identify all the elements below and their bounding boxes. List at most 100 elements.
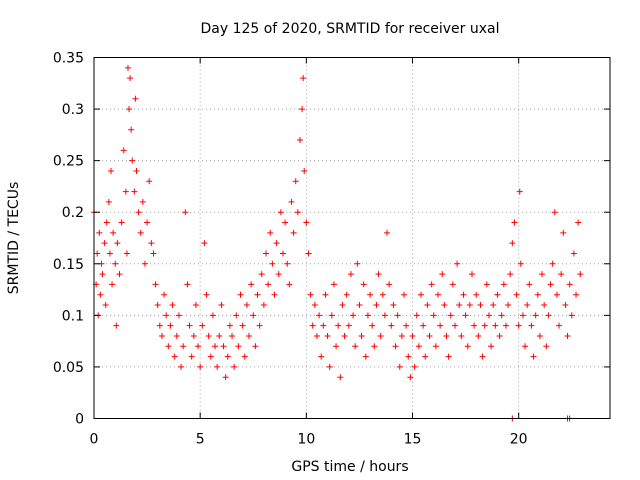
data-point	[577, 271, 584, 278]
data-point	[113, 322, 120, 329]
data-point	[390, 302, 397, 309]
data-point	[509, 240, 516, 247]
data-point	[284, 260, 291, 267]
data-point	[475, 332, 482, 339]
data-point	[273, 240, 280, 247]
y-axis-label: SRMTID / TECUs	[6, 182, 22, 295]
data-point	[112, 260, 119, 267]
data-point	[483, 281, 490, 288]
data-point	[110, 229, 117, 236]
data-point	[99, 271, 106, 278]
data-point	[313, 332, 320, 339]
data-point	[326, 363, 333, 370]
data-point	[239, 322, 246, 329]
data-point	[428, 281, 435, 288]
data-point	[524, 302, 531, 309]
data-point	[551, 209, 558, 216]
data-point	[137, 229, 144, 236]
data-point	[528, 322, 535, 329]
y-tick-label: 0.2	[62, 205, 84, 221]
data-point	[165, 343, 172, 350]
data-point	[282, 219, 289, 226]
data-point	[173, 332, 180, 339]
data-point	[373, 302, 380, 309]
x-tick-label: 20	[510, 432, 528, 448]
data-point	[122, 188, 129, 195]
data-point	[481, 322, 488, 329]
data-point	[199, 322, 206, 329]
data-point	[398, 332, 405, 339]
data-point	[458, 332, 465, 339]
data-point	[409, 332, 416, 339]
data-point	[496, 332, 503, 339]
data-point	[498, 312, 505, 319]
data-point	[241, 353, 248, 360]
plot-frame	[93, 57, 611, 419]
data-point	[403, 322, 410, 329]
data-point	[488, 343, 495, 350]
data-point	[97, 291, 104, 298]
data-points	[91, 64, 584, 422]
data-point	[309, 322, 316, 329]
data-point	[502, 322, 509, 329]
data-point	[386, 281, 393, 288]
data-point	[116, 271, 123, 278]
data-point	[148, 240, 155, 247]
data-point	[511, 219, 518, 226]
data-point	[449, 281, 456, 288]
x-axis-label: GPS time / hours	[291, 459, 408, 475]
data-point	[530, 353, 537, 360]
data-point	[545, 312, 552, 319]
data-point	[411, 363, 418, 370]
data-point	[532, 312, 539, 319]
y-tick-label: 0	[75, 412, 84, 428]
data-point	[456, 302, 463, 309]
data-point	[286, 281, 293, 288]
data-point	[128, 126, 135, 133]
data-point	[243, 302, 250, 309]
data-point	[468, 271, 475, 278]
data-point	[275, 271, 282, 278]
data-point	[195, 343, 202, 350]
data-point	[347, 271, 354, 278]
data-point	[192, 302, 199, 309]
data-point	[182, 209, 189, 216]
x-tick-label: 5	[196, 432, 205, 448]
data-point	[513, 291, 520, 298]
data-point	[516, 188, 523, 195]
data-point	[316, 312, 323, 319]
data-point	[553, 291, 560, 298]
chart-title: Day 125 of 2020, SRMTID for receiver uxa…	[200, 21, 499, 37]
y-tick-label: 0.15	[53, 257, 84, 273]
data-point	[290, 229, 297, 236]
data-point	[379, 291, 386, 298]
data-point	[445, 353, 452, 360]
data-point	[123, 250, 130, 257]
data-point	[435, 291, 441, 298]
data-point	[396, 363, 403, 370]
data-point	[258, 271, 265, 278]
data-point	[490, 302, 497, 309]
y-tick-label: 0.1	[62, 308, 84, 324]
data-point	[109, 281, 116, 288]
data-point	[460, 291, 467, 298]
data-point	[226, 322, 233, 329]
data-point	[103, 219, 110, 226]
data-point	[415, 343, 422, 350]
y-tick-label: 0.35	[53, 51, 84, 67]
data-point	[341, 332, 348, 339]
data-point	[102, 302, 109, 309]
y-tick-label: 0.25	[53, 154, 84, 170]
data-point	[205, 332, 212, 339]
data-point	[156, 322, 163, 329]
data-point	[152, 281, 159, 288]
data-point	[114, 240, 121, 247]
data-point	[381, 312, 388, 319]
data-point	[568, 312, 575, 319]
data-point	[235, 343, 242, 350]
data-point	[260, 302, 267, 309]
data-point	[339, 302, 346, 309]
data-point	[471, 322, 478, 329]
data-point	[303, 219, 310, 226]
data-point	[505, 302, 512, 309]
